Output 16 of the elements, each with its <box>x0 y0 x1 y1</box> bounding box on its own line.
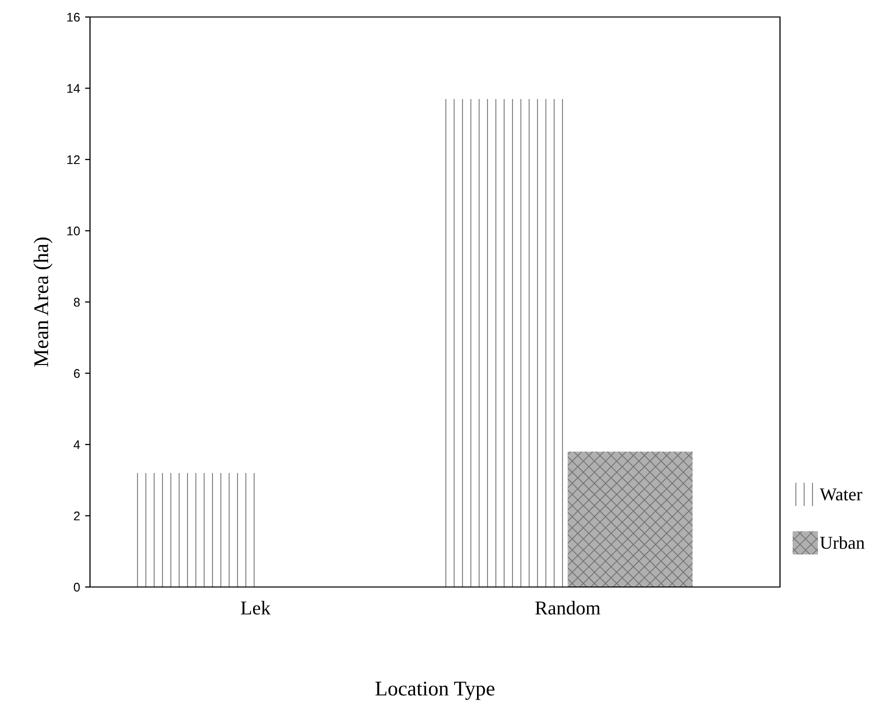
x-axis-title: Location Type <box>375 682 494 700</box>
x-tick-label: Random <box>535 600 600 615</box>
y-tick-label: 16 <box>67 12 80 22</box>
y-tick-label: 4 <box>74 440 80 450</box>
y-axis-title: Mean Area (ha) <box>34 238 52 367</box>
x-tick-label: Lek <box>240 600 271 615</box>
y-tick-label: 14 <box>67 84 80 93</box>
legend-label: Urban <box>820 536 865 549</box>
y-tick-label: 2 <box>74 512 80 520</box>
y-tick-label: 8 <box>74 298 80 307</box>
y-tick-label: 6 <box>74 369 80 378</box>
legend-label: Water <box>820 488 862 501</box>
bar <box>568 452 693 587</box>
y-tick-label: 10 <box>67 226 80 236</box>
y-tick-label: 0 <box>74 582 80 592</box>
y-tick-label: 12 <box>67 155 80 164</box>
